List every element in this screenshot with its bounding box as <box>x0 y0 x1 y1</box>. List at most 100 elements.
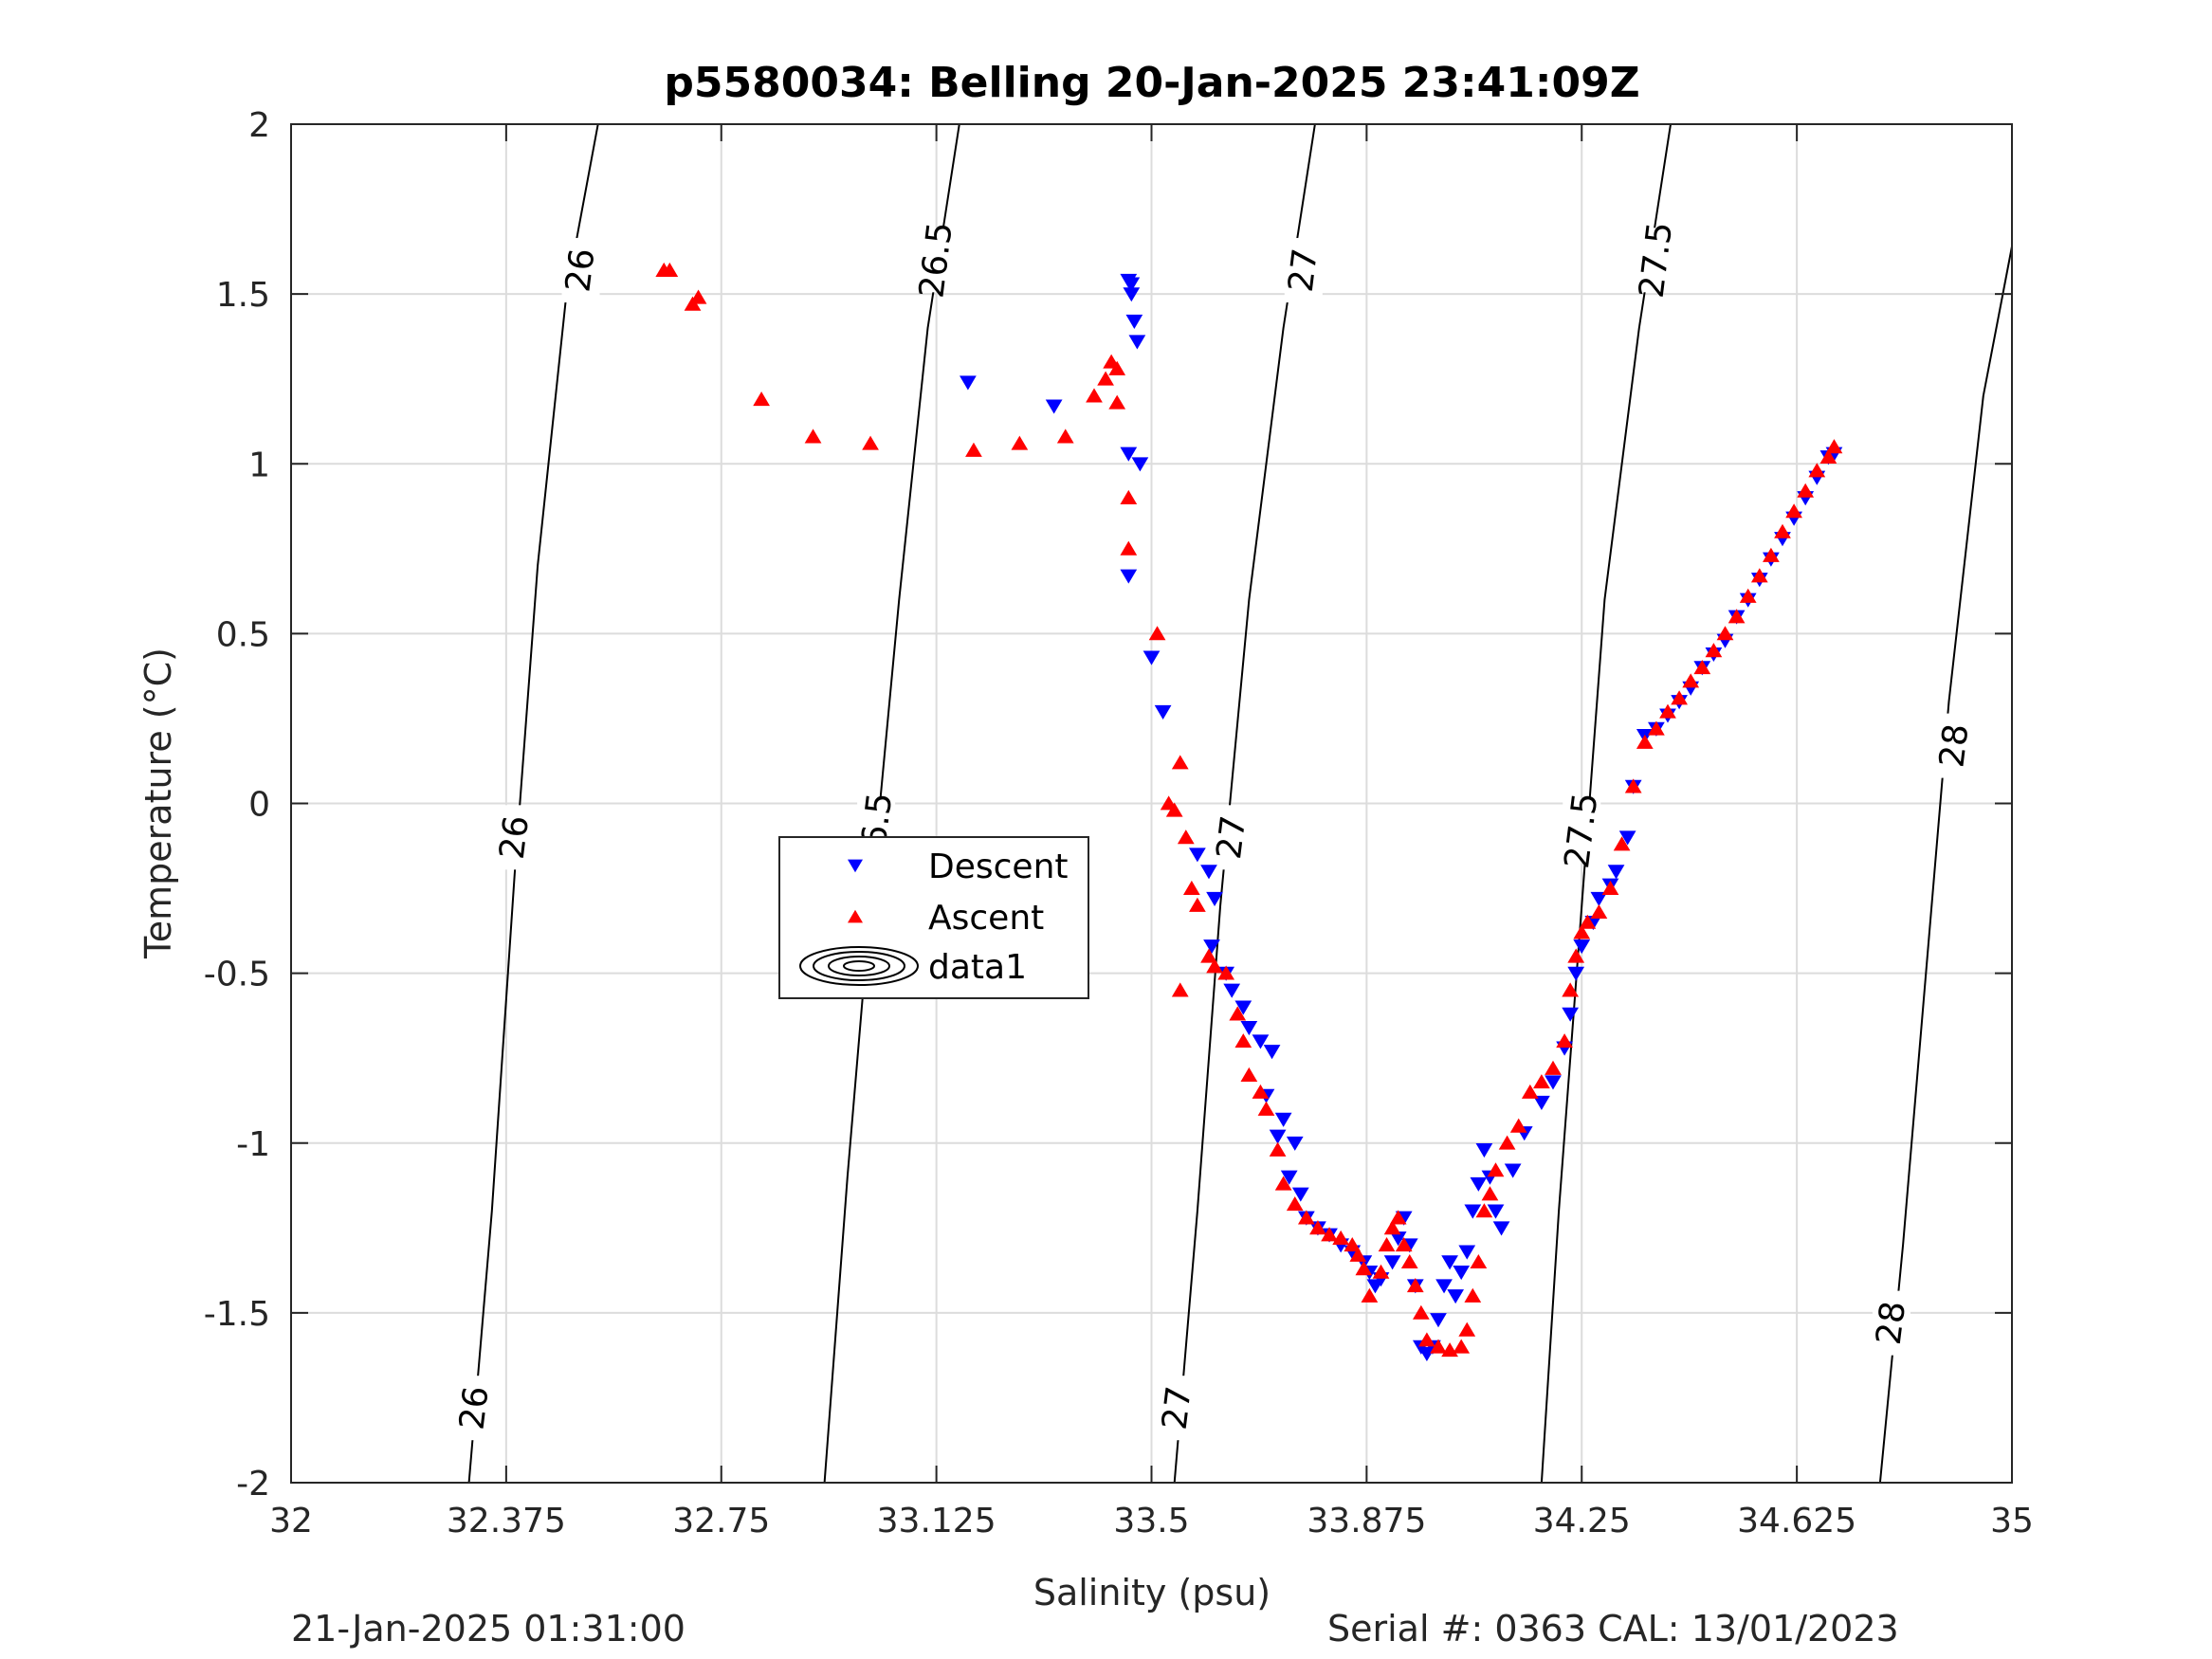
x-tick-label: 34.25 <box>1533 1502 1631 1540</box>
ascent-point <box>1297 1210 1315 1225</box>
y-tick-label: -1.5 <box>204 1295 270 1334</box>
x-tick-label: 34.625 <box>1737 1502 1856 1540</box>
footer-timestamp: 21-Jan-2025 01:31:00 <box>291 1608 686 1650</box>
descent-point <box>1128 335 1146 350</box>
descent-point <box>1470 1176 1488 1192</box>
y-tick-label: -1 <box>236 1125 270 1164</box>
ascent-point <box>1171 755 1189 770</box>
descent-point <box>1252 1034 1270 1049</box>
legend-ascent-marker <box>848 909 863 923</box>
descent-point <box>1280 1170 1298 1185</box>
descent-point <box>1475 1143 1493 1158</box>
ascent-point <box>1412 1304 1430 1320</box>
y-tick-label: -0.5 <box>204 956 270 994</box>
footer-serial-calibration: Serial #: 0363 CAL: 13/01/2023 <box>1327 1608 1899 1650</box>
ascent-point <box>1418 1332 1435 1347</box>
contour-label: 27.5 <box>1558 791 1605 871</box>
ascent-point <box>1509 1118 1527 1133</box>
ascent-point <box>1716 626 1734 641</box>
descent-point <box>1123 287 1141 302</box>
contour-label-background <box>1284 238 1323 303</box>
contour-label: 26.5 <box>912 220 960 301</box>
contour-label: 28 <box>1932 721 1976 769</box>
descent-point <box>1286 1136 1304 1151</box>
descent-point <box>1504 1163 1522 1178</box>
ascent-point <box>1498 1135 1516 1150</box>
contour-label: 27 <box>1210 813 1253 861</box>
y-tick-label: 0 <box>248 786 270 825</box>
ascent-point <box>1406 1278 1424 1293</box>
legend-label: data1 <box>928 948 1027 987</box>
contour-label: 27.5 <box>1633 220 1680 301</box>
ascent-point <box>753 391 770 407</box>
descent-point <box>1045 399 1063 414</box>
contour-label-background <box>455 1376 494 1441</box>
ascent-point <box>1252 1084 1270 1099</box>
ascent-point <box>1257 1101 1275 1116</box>
y-tick-label: 1 <box>248 446 270 484</box>
ascent-point <box>1182 880 1200 895</box>
ascent-point <box>1487 1162 1505 1177</box>
ascent-point <box>1659 703 1676 719</box>
ascent-point <box>1274 1176 1292 1191</box>
descent-point <box>1567 966 1585 981</box>
ascent-point <box>1464 1287 1482 1303</box>
ascent-point <box>1750 568 1768 583</box>
legend-label: Ascent <box>928 899 1044 938</box>
x-tick-label: 32.375 <box>447 1502 566 1540</box>
ascent-point <box>804 428 822 444</box>
x-tick-label: 33.5 <box>1113 1502 1189 1540</box>
ascent-point <box>862 435 879 450</box>
contour-label-background <box>561 238 600 303</box>
contour-label-background <box>1636 228 1675 293</box>
ascent-point <box>1389 1210 1407 1225</box>
x-axis-label: Salinity (psu) <box>1033 1572 1271 1613</box>
descent-point <box>1203 939 1220 955</box>
contour-label-background <box>495 805 534 870</box>
legend-label: Descent <box>928 848 1069 886</box>
legend-box <box>778 836 1089 999</box>
legend-descent-marker <box>848 859 863 873</box>
ascent-point <box>965 442 982 457</box>
x-tick-label: 32.75 <box>672 1502 770 1540</box>
ascent-point <box>1613 836 1631 851</box>
descent-point <box>1607 865 1625 880</box>
legend: Descent Ascent data1 <box>778 836 1089 999</box>
ascent-point <box>1309 1220 1326 1235</box>
ascent-point <box>1200 948 1217 963</box>
ascent-point <box>1321 1227 1338 1242</box>
descent-point <box>1573 939 1591 955</box>
ascent-point <box>1361 1287 1379 1303</box>
ascent-point <box>1481 1186 1499 1201</box>
y-tick-label: 0.5 <box>216 615 270 654</box>
y-tick-label: 2 <box>248 106 270 145</box>
ascent-point <box>1705 643 1723 658</box>
ascent-point <box>1056 428 1074 444</box>
descent-point <box>1458 1245 1476 1260</box>
ascent-point <box>1344 1237 1362 1252</box>
contour-label: 28 <box>1870 1299 1913 1346</box>
legend-contour-ellipse <box>828 956 890 976</box>
descent-point <box>1618 830 1636 846</box>
ascent-point <box>1355 1261 1373 1276</box>
ascent-point <box>1171 982 1189 997</box>
x-tick-label: 35 <box>1990 1502 2034 1540</box>
ascent-point <box>1400 1253 1418 1269</box>
ascent-point <box>1372 1264 1390 1279</box>
ascent-point <box>1349 1247 1367 1262</box>
ascent-point <box>1453 1339 1471 1354</box>
ascent-point <box>1785 503 1802 519</box>
y-tick-label: -2 <box>236 1465 270 1504</box>
descent-point <box>1435 1279 1453 1294</box>
ascent-point <box>1097 371 1114 386</box>
ascent-point <box>1636 734 1654 749</box>
descent-point <box>1430 1313 1447 1328</box>
descent-point <box>1154 704 1172 720</box>
contour-label-background <box>1213 805 1252 870</box>
ascent-point <box>1763 547 1780 562</box>
y-tick-label: 1.5 <box>216 276 270 315</box>
ascent-point <box>1378 1237 1396 1252</box>
ascent-point <box>1573 924 1591 939</box>
descent-point <box>1200 865 1217 880</box>
